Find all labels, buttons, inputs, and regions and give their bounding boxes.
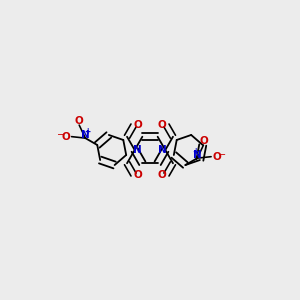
Text: O: O xyxy=(158,120,166,130)
Text: O: O xyxy=(62,132,70,142)
Text: O: O xyxy=(134,170,142,180)
Text: N: N xyxy=(193,150,202,160)
Text: +: + xyxy=(85,127,91,136)
Text: +: + xyxy=(192,147,198,156)
Text: O: O xyxy=(158,170,166,180)
Text: N: N xyxy=(81,130,90,140)
Text: N: N xyxy=(158,145,167,155)
Text: N: N xyxy=(133,145,142,155)
Text: O: O xyxy=(134,120,142,130)
Text: O: O xyxy=(199,136,208,146)
Text: O: O xyxy=(212,152,221,162)
Text: −: − xyxy=(218,150,226,160)
Text: O: O xyxy=(75,116,84,126)
Text: −: − xyxy=(57,130,65,140)
